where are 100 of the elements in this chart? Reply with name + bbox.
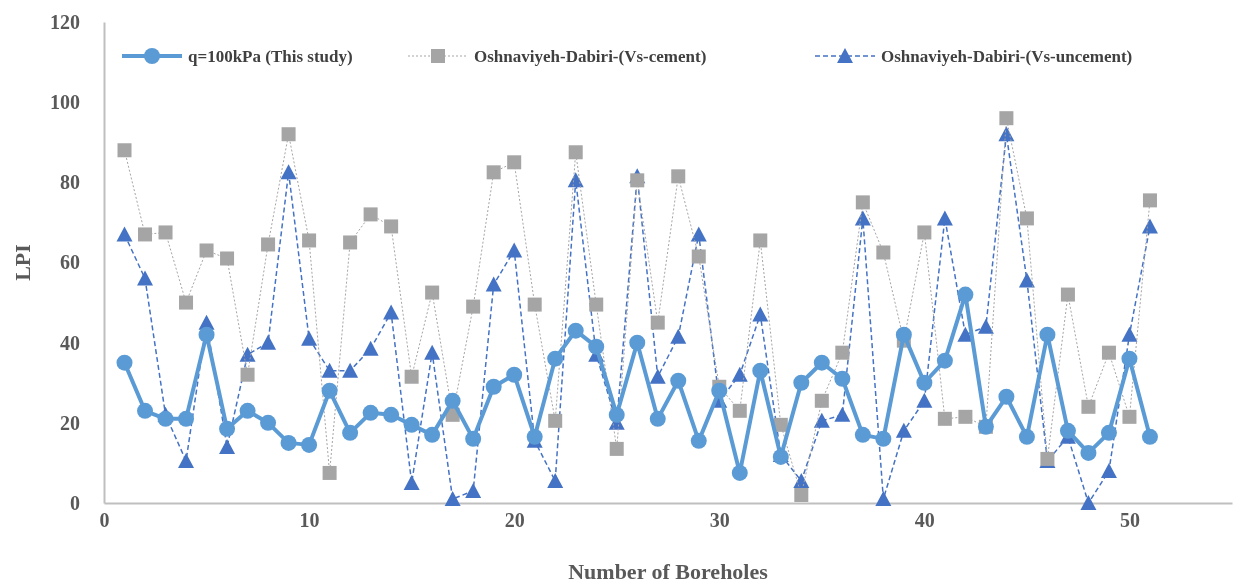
point [465,482,482,498]
point [239,402,256,419]
point [916,392,933,408]
point [731,366,748,382]
point [547,350,564,367]
point [835,345,850,360]
point [179,295,194,310]
point [301,330,318,346]
point [342,362,359,378]
point [138,227,153,242]
point [834,370,851,387]
point [958,409,973,424]
legend-label: Oshnaviyeh-Dabiri-(Vs-uncement) [881,47,1133,66]
point [343,235,358,250]
y-tick-label: 100 [50,91,80,114]
point [1039,326,1056,343]
point [875,430,892,447]
point [1080,444,1097,461]
point [403,416,420,433]
point [630,173,645,188]
point [999,111,1014,126]
y-tick-label: 0 [70,491,80,514]
point [916,374,933,391]
x-tick-label: 40 [914,509,935,532]
point [1081,399,1096,414]
point [425,285,440,300]
point [895,326,912,343]
point [589,297,604,312]
point [1100,462,1117,478]
point [1060,287,1075,302]
point [670,328,687,344]
point [957,286,974,303]
point [260,334,277,350]
x-tick-label: 10 [299,509,320,532]
point [280,164,297,180]
point [281,127,296,142]
point [363,207,378,222]
point [424,426,441,443]
point [1018,272,1035,288]
point [650,315,665,330]
point [424,344,441,360]
point [834,406,851,422]
point [732,403,747,418]
point [260,414,277,431]
point [998,388,1015,405]
point [1121,326,1138,342]
point [670,372,687,389]
point [506,366,523,383]
point [548,413,563,428]
point [649,410,666,427]
point [1122,409,1137,424]
point [240,367,255,382]
point [178,452,195,468]
point [280,434,297,451]
point [321,382,338,399]
point [198,326,215,343]
y-tick-label: 20 [60,411,80,434]
y-tick-label: 80 [60,171,80,194]
point [507,155,522,170]
point [608,406,625,423]
x-axis-title: Number of Boreholes [568,559,769,584]
point [568,145,583,160]
point [813,354,830,371]
point [239,346,256,362]
point [855,195,870,210]
point [137,402,154,419]
legend-label: Oshnaviyeh-Dabiri-(Vs-cement) [474,47,707,66]
y-tick-label: 120 [50,10,80,33]
point [486,165,501,180]
point [506,242,523,258]
x-tick-label: 50 [1119,509,1140,532]
point [1101,345,1116,360]
point [977,318,994,334]
y-tick-label: 60 [60,251,80,274]
point [383,304,400,320]
point [466,299,481,314]
point [895,422,912,438]
point [362,340,379,356]
x-tick-label: 0 [99,509,110,532]
point [567,322,584,339]
point [793,374,810,391]
point [690,226,707,242]
point [362,404,379,421]
point [526,428,543,445]
point [690,432,707,449]
point [753,233,768,248]
point [936,352,953,369]
point [219,420,236,437]
point [301,436,318,453]
point [220,251,235,266]
point [1100,424,1117,441]
y-tick-label: 40 [60,331,80,354]
point [444,392,461,409]
point [219,438,236,454]
point [1059,422,1076,439]
point [342,424,359,441]
x-tick-label: 30 [709,509,730,532]
point [178,410,195,427]
point [917,225,932,240]
point [588,338,605,355]
